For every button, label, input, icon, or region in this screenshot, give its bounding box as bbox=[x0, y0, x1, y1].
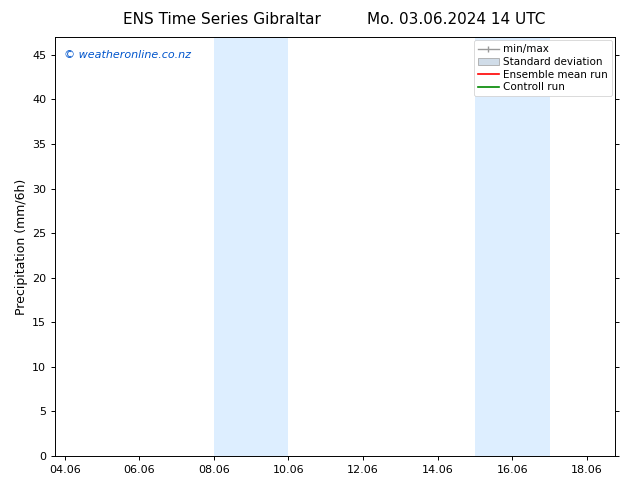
Legend: min/max, Standard deviation, Ensemble mean run, Controll run: min/max, Standard deviation, Ensemble me… bbox=[474, 40, 612, 97]
Y-axis label: Precipitation (mm/6h): Precipitation (mm/6h) bbox=[15, 178, 28, 315]
Text: ENS Time Series Gibraltar: ENS Time Series Gibraltar bbox=[123, 12, 321, 27]
Bar bbox=[475, 37, 550, 456]
Bar bbox=[214, 37, 288, 456]
Text: Mo. 03.06.2024 14 UTC: Mo. 03.06.2024 14 UTC bbox=[367, 12, 546, 27]
Text: © weatheronline.co.nz: © weatheronline.co.nz bbox=[63, 49, 191, 60]
